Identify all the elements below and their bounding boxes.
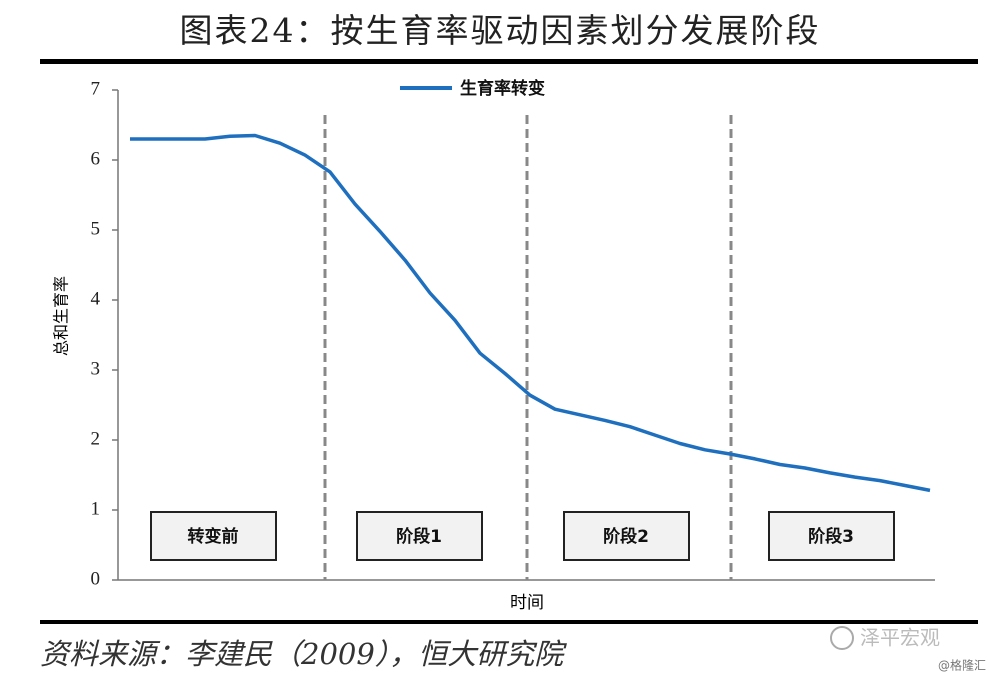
- y-tick-label: 2: [91, 428, 101, 449]
- stage-box: [150, 511, 277, 561]
- legend-label: 生育率转变: [460, 78, 545, 99]
- stage-box: [356, 511, 483, 561]
- y-tick-label: 1: [91, 498, 101, 519]
- y-tick-label: 7: [91, 78, 101, 99]
- stage-label: 阶段1: [396, 526, 442, 547]
- credit: @格隆汇: [938, 658, 986, 673]
- stage-dividers: [323, 115, 733, 580]
- stage-boxes: [150, 511, 895, 561]
- chart-title: 图表24：按生育率驱动因素划分发展阶段: [180, 11, 821, 50]
- source-rule: [40, 620, 978, 624]
- y-tick-label: 4: [91, 288, 101, 309]
- series-line: [130, 133, 931, 493]
- x-axis-label: 时间: [510, 593, 544, 613]
- source-note: 资料来源：李建民（2009），恒大研究院: [40, 637, 567, 671]
- stage-label: 阶段2: [603, 526, 649, 547]
- watermark: 泽平宏观: [860, 626, 940, 650]
- stage-label: 转变前: [188, 526, 239, 547]
- y-tick-label: 0: [91, 568, 101, 589]
- y-tick-label: 3: [91, 358, 101, 379]
- title-rule: [40, 59, 978, 64]
- y-axis-label: 总和生育率: [52, 276, 71, 356]
- watermark-icon: [830, 626, 854, 650]
- y-tick-label: 5: [91, 218, 101, 239]
- y-tick-label: 6: [91, 148, 101, 169]
- stage-box: [563, 511, 690, 561]
- stage-box: [768, 511, 895, 561]
- stage-label: 阶段3: [808, 526, 854, 547]
